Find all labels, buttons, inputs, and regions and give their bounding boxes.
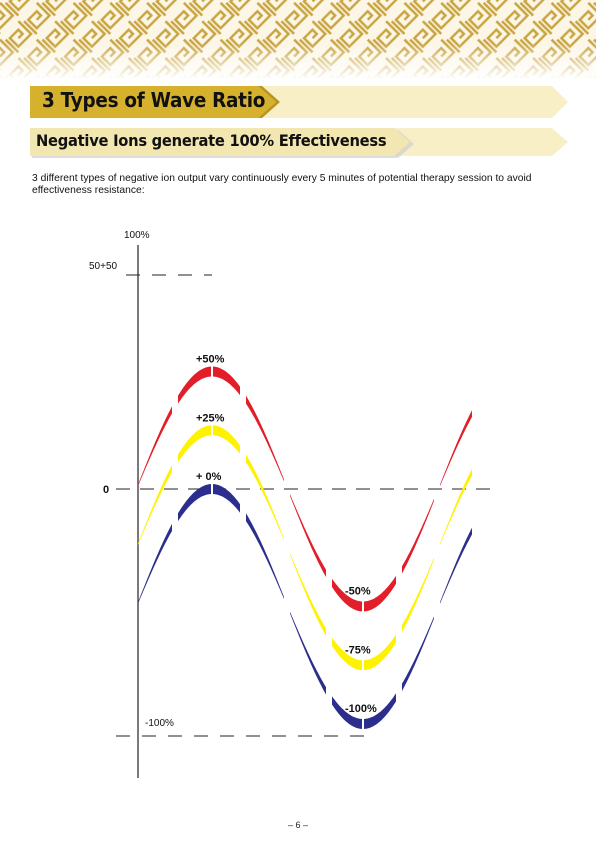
y-tick-50-50: 50+50 — [89, 261, 118, 272]
wave-1-segment-2 — [246, 454, 284, 541]
wave-2-segment-0 — [138, 523, 172, 604]
subtitle-banner — [30, 128, 568, 158]
intro-paragraph: 3 different types of negative ion output… — [32, 173, 532, 196]
trough-label-0: -50% — [345, 586, 371, 598]
wave-2-segment-3 — [290, 611, 326, 695]
wave-1-segment-5 — [402, 557, 434, 633]
title-banner — [30, 86, 568, 118]
wave-0-segment-6 — [440, 410, 472, 487]
wave-2-segment-2 — [246, 513, 284, 599]
wave-1-segment-4 — [332, 634, 396, 671]
wave-2-segment-1 — [178, 484, 240, 522]
wave-2-segment-5 — [402, 616, 434, 691]
wave-1-segment-6 — [440, 468, 472, 545]
wave-1-segment-3 — [290, 553, 326, 636]
wave-chart: 100% 50+50 0 -100% +50% -50% +25% -75% + 0% -… — [89, 230, 498, 778]
wave-0-segment-1 — [178, 366, 240, 404]
peak-label-1: +25% — [196, 412, 225, 424]
wave-0-segment-3 — [290, 494, 326, 578]
wave-1-segment-1 — [178, 425, 240, 463]
decorative-header-pattern — [0, 0, 596, 78]
wave-2-segment-4 — [332, 693, 396, 729]
page-number: – 6 – — [287, 820, 309, 830]
trough-label-2: -100% — [345, 703, 377, 715]
wave-0-segment-0 — [138, 406, 172, 487]
y-tick-100: 100% — [124, 230, 150, 241]
wave-0-segment-5 — [402, 499, 434, 574]
wave-0-segment-4 — [332, 575, 396, 612]
trough-label-1: -75% — [345, 644, 371, 656]
y-tick-0: 0 — [103, 484, 109, 496]
peak-label-0: +50% — [196, 354, 225, 366]
page-title: 3 Types of Wave Ratio — [42, 88, 266, 112]
wave-0-segment-2 — [246, 395, 284, 482]
wave-1-segment-0 — [138, 465, 172, 545]
y-tick-minus-100: -100% — [145, 718, 174, 729]
section-subtitle: Negative Ions generate 100% Effectivenes… — [36, 131, 387, 150]
wave-2-segment-6 — [440, 527, 472, 604]
peak-label-2: + 0% — [196, 471, 222, 483]
